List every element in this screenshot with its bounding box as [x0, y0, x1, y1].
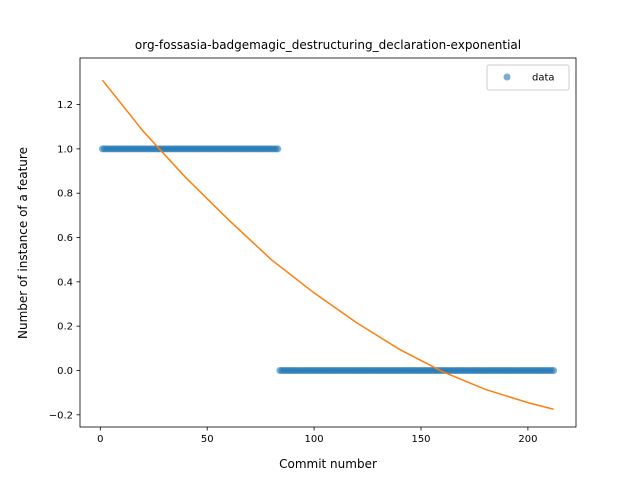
y-tick-label: 1.2 [57, 100, 73, 111]
data-point [274, 145, 282, 153]
legend-box [486, 64, 570, 91]
legend-marker [503, 73, 511, 81]
legend: data [486, 64, 570, 91]
x-tick-label: 150 [411, 434, 430, 445]
data-point [550, 366, 558, 374]
x-tick-label: 100 [305, 434, 324, 445]
y-tick-label: 0.2 [57, 322, 73, 333]
y-tick-label: 0.6 [57, 233, 73, 244]
x-axis-label: Commit number [279, 457, 377, 471]
plot-area: 0 50 100 150 200 −0.2 0.0 0.2 0.4 0.6 0.8 1.0 1.2 dat… [49, 57, 577, 445]
chart-title: org-fossasia-badgemagic_destructuring_de… [135, 38, 521, 52]
y-tick-label: 0.8 [57, 189, 73, 200]
axes-frame [79, 57, 577, 428]
y-tick-label: 1.0 [57, 144, 73, 155]
fit-line [101, 79, 554, 410]
y-tick-label: 0.4 [57, 277, 73, 288]
y-tick-label: 0.0 [57, 366, 73, 377]
y-axis-label: Number of instance of a feature [16, 147, 30, 339]
x-tick-label: 200 [518, 434, 537, 445]
legend-label: data [532, 73, 555, 84]
x-tick-label: 50 [201, 434, 214, 445]
y-tick-label: −0.2 [49, 410, 73, 421]
scatter-series-0 [98, 145, 558, 374]
x-tick-label: 0 [97, 434, 103, 445]
